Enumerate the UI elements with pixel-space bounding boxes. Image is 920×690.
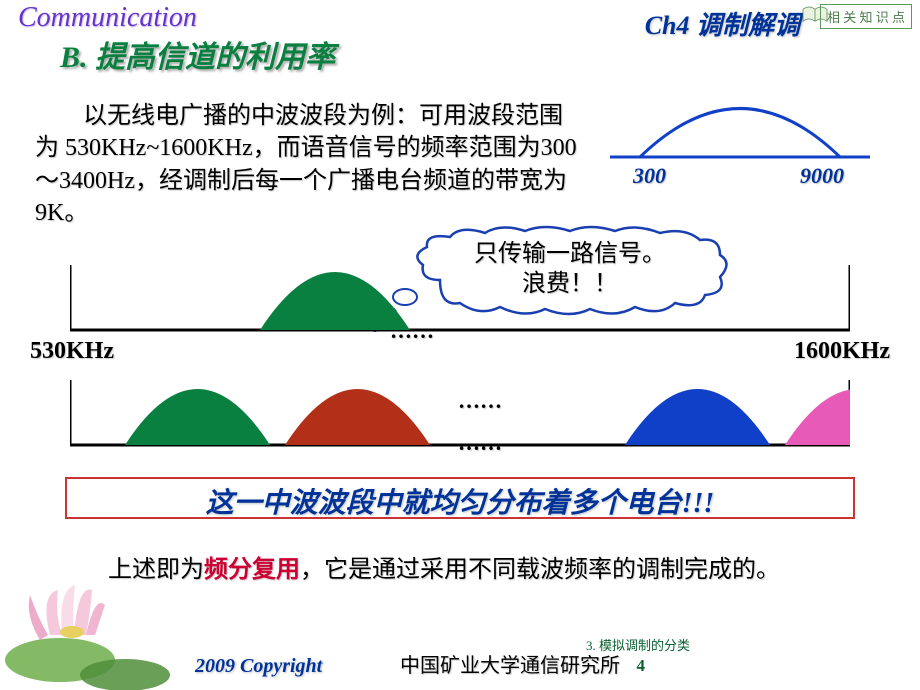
- main-paragraph: 以无线电广播的中波波段为例：可用波段范围为 530KHz~1600KHz，而语音…: [35, 100, 580, 230]
- highlight-box: 这一中波波段中就均匀分布着多个电台!!!: [65, 477, 855, 519]
- footer-copyright: 2009 Copyright: [195, 655, 322, 678]
- bottom-paragraph: 上述即为频分复用，它是通过采用不同载波频率的调制完成的。: [60, 554, 880, 588]
- ellipsis-2a: ……: [458, 388, 502, 414]
- ellipsis-1: ……: [390, 318, 434, 344]
- spectrum-single: [70, 260, 850, 335]
- diagram-label-right: 9000: [800, 163, 844, 189]
- ellipsis-2b: ……: [458, 430, 502, 456]
- lotus-decoration: [0, 540, 180, 690]
- spectrum-left-label: 530KHz: [30, 338, 114, 365]
- chapter-title: Ch4 调制解调: [645, 5, 800, 42]
- highlight-text: 这一中波波段中就均匀分布着多个电台!!!: [67, 481, 853, 521]
- section-title: B. 提高信道的利用率: [60, 32, 335, 76]
- bottom-text-post: ，它是通过采用不同载波频率的调制完成的。: [300, 557, 780, 583]
- header-left-title: Communication: [18, 2, 197, 34]
- related-knowledge-link[interactable]: 相 关 知 识 点: [820, 4, 912, 29]
- spectrum-right-label: 1600KHz: [794, 338, 890, 365]
- footer-section-label: 3. 模拟调制的分类: [586, 635, 690, 654]
- bottom-text-term: 频分复用: [204, 557, 300, 583]
- footer-page-number: 4: [637, 656, 646, 676]
- diagram-label-left: 300: [633, 163, 666, 189]
- bandwidth-diagram: 300 9000: [600, 85, 880, 195]
